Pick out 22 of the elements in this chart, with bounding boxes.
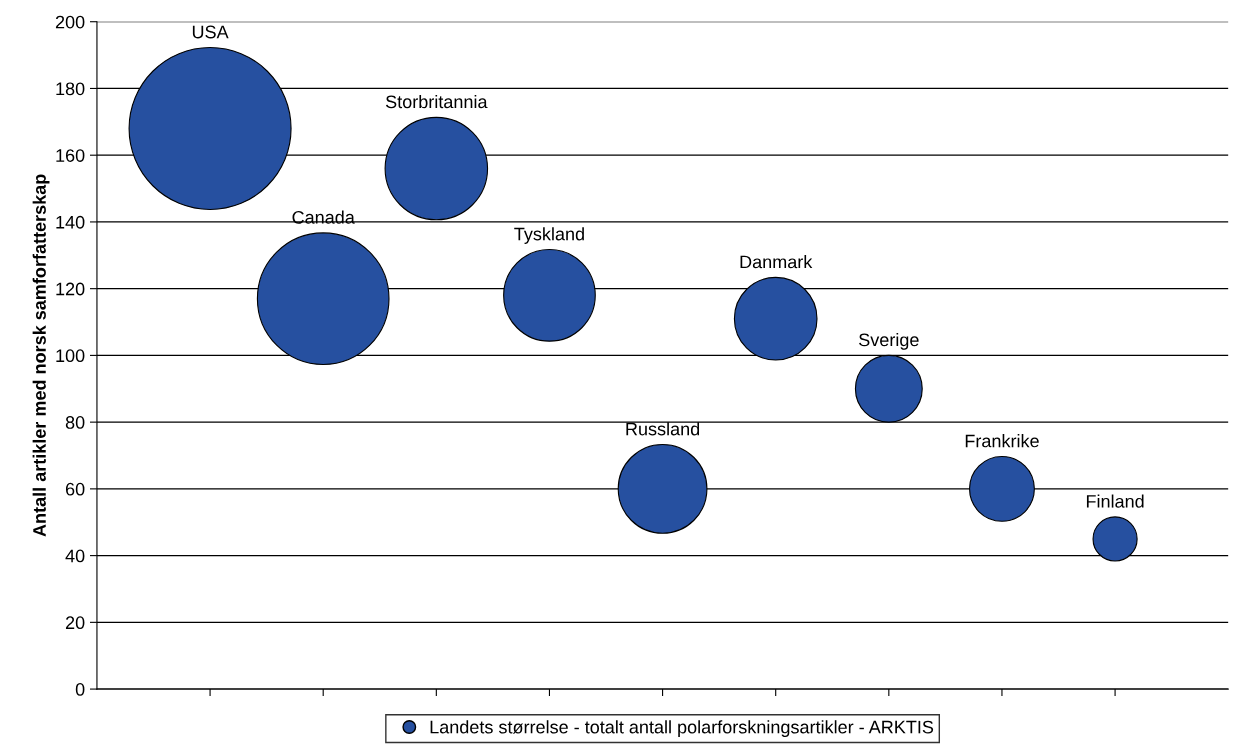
x-tick-label: Frankrike bbox=[965, 434, 1039, 448]
y-tick-label: 20 bbox=[65, 616, 85, 630]
y-tick-label: 180 bbox=[56, 82, 85, 96]
x-tick-label: Sverige bbox=[859, 332, 919, 350]
y-tick-label: 80 bbox=[65, 416, 85, 429]
y-tick-label: 140 bbox=[56, 215, 85, 229]
x-tick-label: Storbritannia bbox=[385, 94, 488, 109]
x-tick-label: Finland bbox=[1086, 494, 1144, 508]
x-tick-label: Tyskland bbox=[514, 227, 584, 244]
y-tick-label: 100 bbox=[56, 349, 85, 363]
y-tick-label: 40 bbox=[65, 549, 85, 563]
x-tick-label: Danmark bbox=[740, 255, 813, 269]
y-tick-label: 120 bbox=[56, 282, 85, 296]
x-tick-label: Russland bbox=[626, 422, 700, 436]
y-tick-label: 60 bbox=[65, 482, 85, 496]
x-tick-label: USA bbox=[192, 25, 229, 39]
x-tick-label: Canada bbox=[292, 210, 355, 224]
y-tick-label: 200 bbox=[55, 15, 85, 29]
legend-label: Landets størrelse - totalt antall polarforskningsartikler - ARKTIS bbox=[430, 720, 934, 738]
y-axis-title: Antall artikler med norsk samforfatterskap bbox=[32, 174, 50, 537]
y-tick-label: 160 bbox=[56, 149, 85, 162]
y-tick-label: 0 bbox=[75, 683, 85, 696]
